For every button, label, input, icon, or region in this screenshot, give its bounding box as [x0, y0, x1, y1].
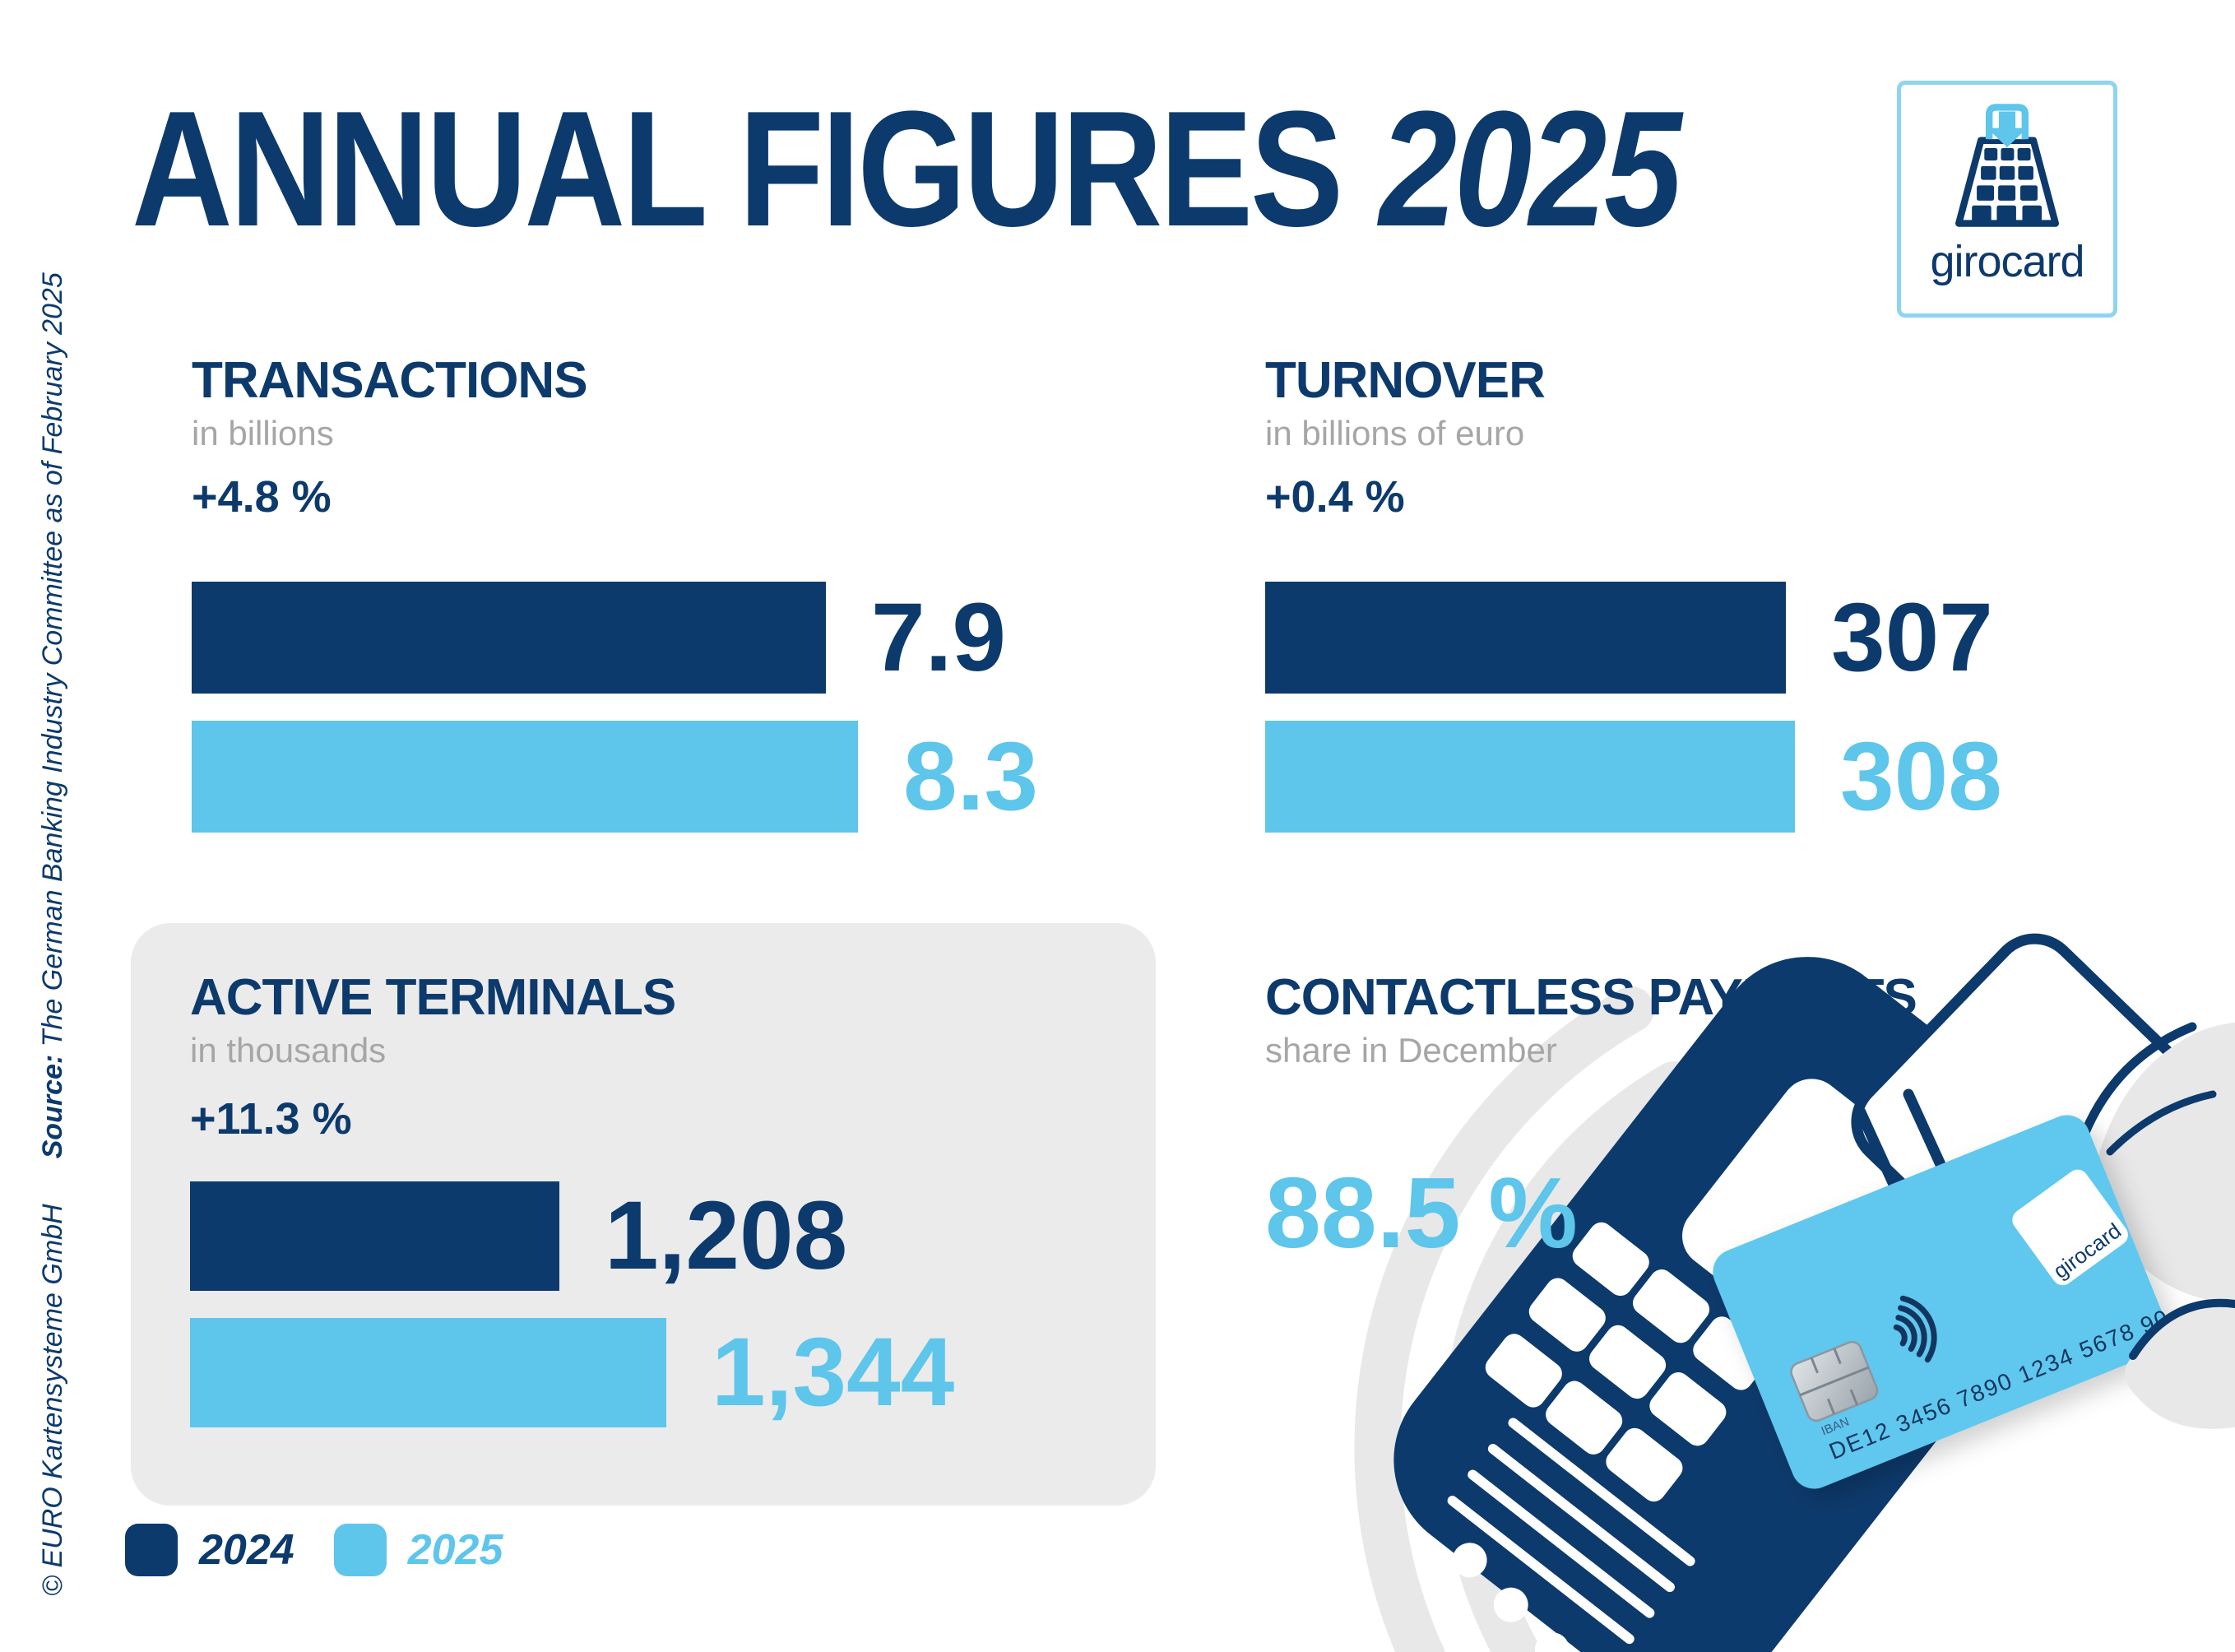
turnover-row-2024: 307 [1265, 581, 2002, 694]
transactions-bar-2025 [192, 720, 858, 833]
turnover-subtitle: in billions of euro [1265, 414, 1525, 453]
contactless-subtitle: share in December [1265, 1031, 1557, 1070]
transactions-value-2025: 8.3 [903, 722, 1039, 831]
turnover-bar-2024 [1265, 581, 1786, 694]
contactless-share-value: 88.5 % [1265, 1157, 1578, 1269]
contactless-title: CONTACTLESS PAYMENTS [1265, 969, 1917, 1026]
source-label: Source: [36, 1054, 68, 1159]
terminals-row-2024: 1,208 [190, 1181, 954, 1291]
page-title: ANNUAL FIGURES 2025 [132, 77, 1682, 261]
section-contactless-payments: CONTACTLESS PAYMENTS share in December 8… [1265, 971, 1917, 1263]
transactions-value-2024: 7.9 [871, 582, 1007, 692]
chip-icon [1790, 1340, 1879, 1422]
transactions-subtitle: in billions [192, 414, 334, 453]
page-title-main: ANNUAL FIGURES [132, 77, 1343, 261]
contactless-illustration: IBAN DE12 3456 7890 1234 5678 90 girocar… [1234, 905, 2235, 1652]
legend: 2024 2025 [125, 1524, 503, 1576]
terminals-value-2025: 1,344 [712, 1318, 955, 1427]
turnover-value-2025: 308 [1840, 722, 2002, 831]
terminals-subtitle: in thousands [190, 1031, 387, 1070]
girocard-logo: girocard [1897, 81, 2117, 318]
transactions-row-2024: 7.9 [192, 581, 1038, 694]
terminals-change: +11.3 % [190, 1094, 352, 1144]
terminals-title: ACTIVE TERMINALS [190, 969, 676, 1026]
receipt-marks [1855, 1088, 1949, 1194]
girocard-logo-text: girocard [1930, 237, 2084, 286]
turnover-value-2024: 307 [1831, 582, 1993, 692]
legend-swatch-2025 [333, 1524, 387, 1576]
transactions-bar-2024 [192, 581, 826, 694]
turnover-row-2025: 308 [1265, 720, 2002, 833]
turnover-title: TURNOVER [1265, 352, 1546, 409]
source-text: Source: The German Banking Industry Comm… [36, 272, 68, 1159]
page-title-year: 2025 [1379, 77, 1682, 261]
section-transactions: TRANSACTIONS in billions +4.8 % 7.9 8.3 [192, 354, 1038, 860]
section-active-terminals: ACTIVE TERMINALS in thousands +11.3 % 1,… [190, 971, 954, 1455]
turnover-change: +0.4 % [1265, 472, 1405, 522]
nfc-waves-icon [1893, 1295, 1937, 1363]
transactions-title: TRANSACTIONS [192, 352, 588, 409]
turnover-bar-2025 [1265, 720, 1795, 833]
terminals-value-2024: 1,208 [605, 1181, 848, 1291]
terminals-bar-2025 [190, 1317, 666, 1427]
thumb-icon [2125, 1298, 2235, 1429]
legend-label-2025: 2025 [407, 1526, 503, 1574]
copyright-text: © EURO Kartensysteme GmbH [36, 1204, 68, 1596]
terminals-bar-2024 [190, 1181, 559, 1291]
terminals-row-2025: 1,344 [190, 1317, 955, 1427]
source-sidebar: © EURO Kartensysteme GmbH Source: The Ge… [35, 181, 71, 1596]
girocard-logo-icon [1938, 96, 2076, 234]
legend-swatch-2024 [125, 1524, 178, 1576]
transactions-row-2025: 8.3 [192, 720, 1039, 833]
transactions-change: +4.8 % [192, 472, 332, 522]
section-turnover: TURNOVER in billions of euro +0.4 % 307 … [1265, 354, 2002, 860]
legend-label-2024: 2024 [199, 1526, 294, 1574]
